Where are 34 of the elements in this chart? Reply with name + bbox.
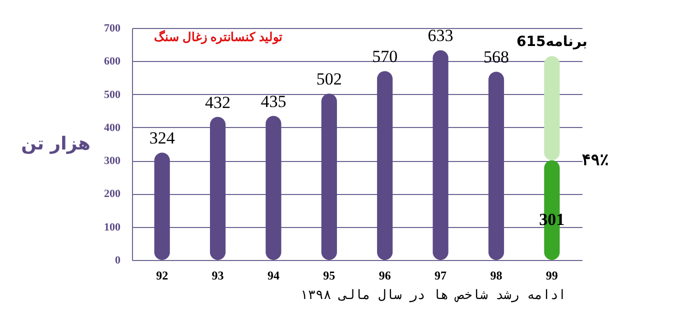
y-tick-label: 400 [104, 122, 121, 134]
data-label: 633 [428, 26, 454, 46]
data-label: 324 [149, 128, 176, 148]
bar [432, 50, 448, 260]
bar [377, 71, 393, 260]
text: ادامه رشد شاخص ها در سال مالی ۱۳۹۸ [300, 288, 566, 303]
annotation: ۴۹٪ [582, 152, 609, 170]
y-tick-label: 0 [115, 254, 121, 266]
bar [321, 94, 337, 260]
y-axis-title: هزار تن [21, 134, 90, 154]
bar [154, 152, 170, 260]
y-tick-label: 300 [104, 155, 121, 168]
y-tick-label: 700 [104, 22, 121, 34]
x-tick-label: 96 [378, 268, 391, 282]
data-label: 502 [316, 70, 342, 89]
data-label: 432 [205, 92, 231, 112]
chart-title: تولید کنسانتره زغال سنگ [154, 29, 283, 45]
data-label: 435 [260, 92, 286, 111]
bar [488, 72, 504, 260]
y-tick-label: 200 [104, 188, 121, 200]
y-tick-label: 500 [104, 88, 121, 101]
total-label: برنامه615 [516, 34, 588, 50]
y-tick-label: 100 [104, 221, 121, 234]
x-tick-label: 94 [267, 268, 280, 282]
x-tick-label: 98 [490, 268, 502, 282]
x-tick-label: 92 [156, 268, 168, 282]
bar [210, 116, 226, 260]
x-tick-label: 95 [323, 268, 336, 282]
x-tick-label: 99 [546, 268, 558, 282]
bar [266, 116, 282, 260]
x-tick-label: 97 [434, 268, 447, 282]
x-tick-label: 93 [212, 268, 224, 282]
y-tick-label: 600 [104, 56, 121, 68]
bar [544, 56, 560, 160]
